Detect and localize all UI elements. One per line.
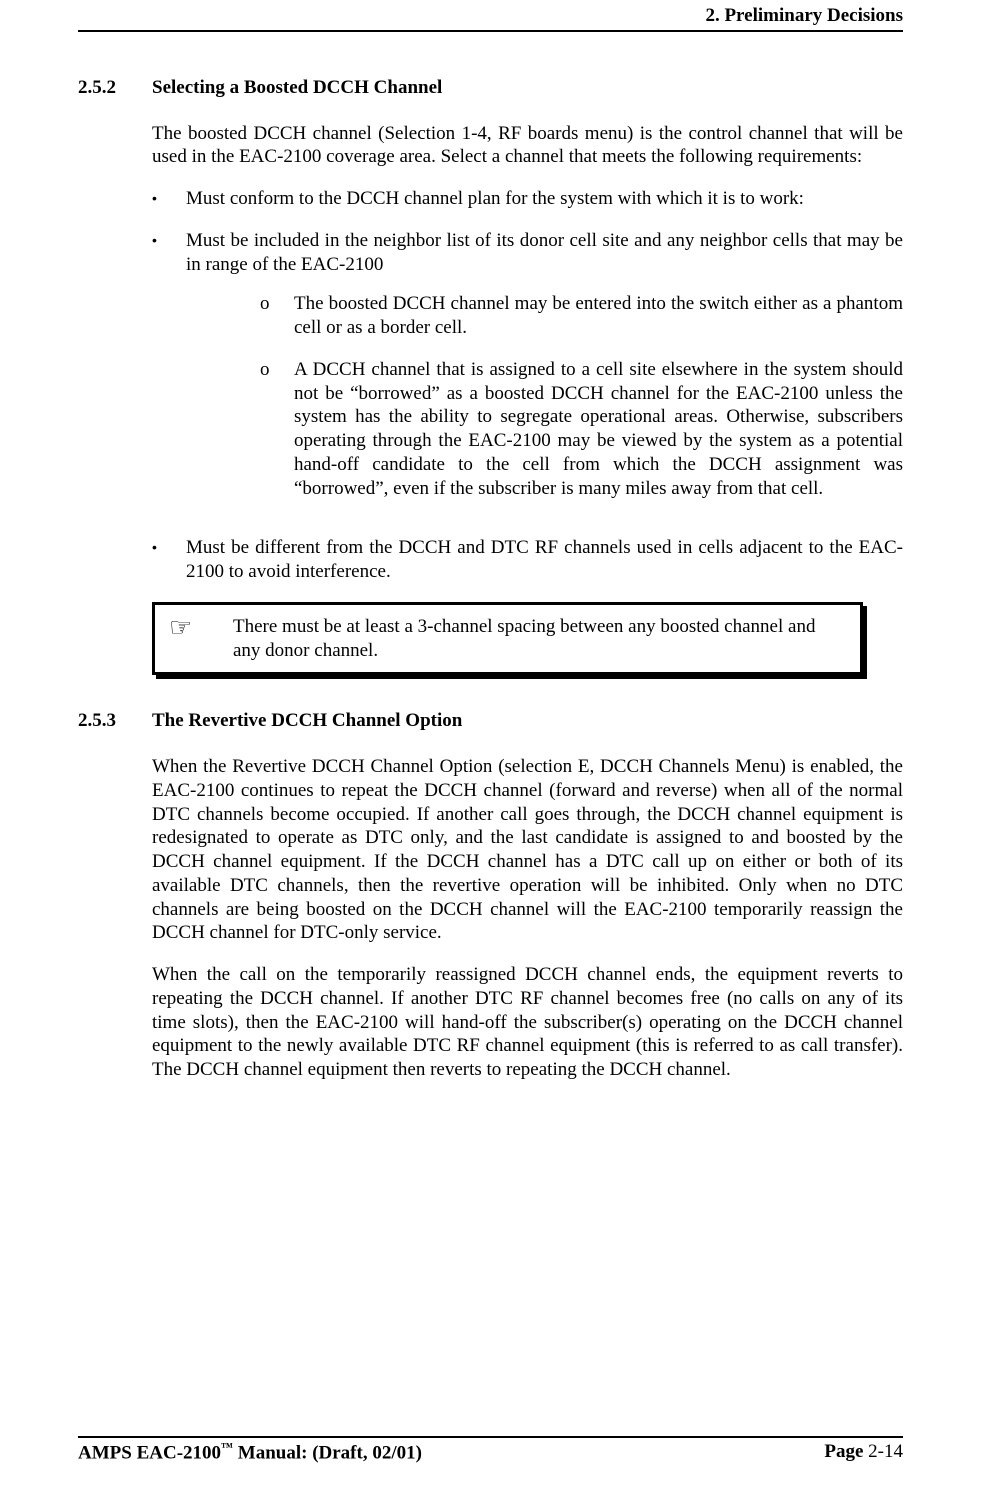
pointer-icon: ☞ <box>169 615 233 663</box>
list-item-body: Must be different from the DCCH and DTC … <box>186 536 903 584</box>
chapter-title: 2. Preliminary Decisions <box>705 5 903 26</box>
page-label: Page <box>824 1441 868 1462</box>
section-number: 2.5.2 <box>78 76 152 100</box>
page: 2. Preliminary Decisions 2.5.2 Selecting… <box>0 0 981 1493</box>
paragraph: When the Revertive DCCH Channel Option (… <box>152 755 903 945</box>
section-title: Selecting a Boosted DCCH Channel <box>152 76 903 100</box>
section-body: When the Revertive DCCH Channel Option (… <box>152 755 903 1082</box>
section-252: 2.5.2 Selecting a Boosted DCCH Channel T… <box>78 76 903 676</box>
note-text: There must be at least a 3-channel spaci… <box>233 615 846 663</box>
section-body: The boosted DCCH channel (Selection 1-4,… <box>152 122 903 676</box>
sub-item-text: A DCCH channel that is assigned to a cel… <box>294 358 903 501</box>
list-item: • Must be different from the DCCH and DT… <box>152 536 903 584</box>
section-heading: 2.5.3 The Revertive DCCH Channel Option <box>78 709 903 733</box>
sub-item-text: The boosted DCCH channel may be entered … <box>294 292 903 340</box>
running-header: 2. Preliminary Decisions <box>78 0 903 32</box>
bullet-icon: • <box>152 536 186 584</box>
section-heading: 2.5.2 Selecting a Boosted DCCH Channel <box>78 76 903 100</box>
list-item-body: Must be included in the neighbor list of… <box>186 229 903 519</box>
section-number: 2.5.3 <box>78 709 152 733</box>
paragraph: When the call on the temporarily reassig… <box>152 963 903 1082</box>
trademark-symbol: ™ <box>221 1440 233 1454</box>
section-title: The Revertive DCCH Channel Option <box>152 709 903 733</box>
intro-paragraph: The boosted DCCH channel (Selection 1-4,… <box>152 122 903 170</box>
bullet-icon: • <box>152 229 186 519</box>
list-item-text: Must conform to the DCCH channel plan fo… <box>186 188 804 209</box>
sub-list: o The boosted DCCH channel may be entere… <box>260 292 903 500</box>
list-item: • Must conform to the DCCH channel plan … <box>152 187 903 211</box>
page-number: 2-14 <box>868 1441 903 1462</box>
list-item: • Must be included in the neighbor list … <box>152 229 903 519</box>
bullet-icon: • <box>152 187 186 211</box>
sub-list-item: o A DCCH channel that is assigned to a c… <box>260 358 903 501</box>
sub-list-item: o The boosted DCCH channel may be entere… <box>260 292 903 340</box>
list-item-text: Must be included in the neighbor list of… <box>186 230 903 275</box>
footer-manual: AMPS EAC-2100™ Manual: (Draft, 02/01) <box>78 1440 422 1465</box>
manual-prefix: AMPS EAC-2100 <box>78 1442 221 1463</box>
section-253: 2.5.3 The Revertive DCCH Channel Option … <box>78 709 903 1082</box>
list-item-text: Must be different from the DCCH and DTC … <box>186 537 903 582</box>
page-footer: AMPS EAC-2100™ Manual: (Draft, 02/01) Pa… <box>78 1436 903 1465</box>
manual-suffix: Manual: (Draft, 02/01) <box>233 1442 422 1463</box>
footer-page: Page 2-14 <box>824 1440 903 1465</box>
sub-marker: o <box>260 292 294 340</box>
sub-marker: o <box>260 358 294 501</box>
note-box: ☞ There must be at least a 3-channel spa… <box>152 602 863 676</box>
bullet-list: • Must conform to the DCCH channel plan … <box>152 187 903 584</box>
list-item-body: Must conform to the DCCH channel plan fo… <box>186 187 903 211</box>
